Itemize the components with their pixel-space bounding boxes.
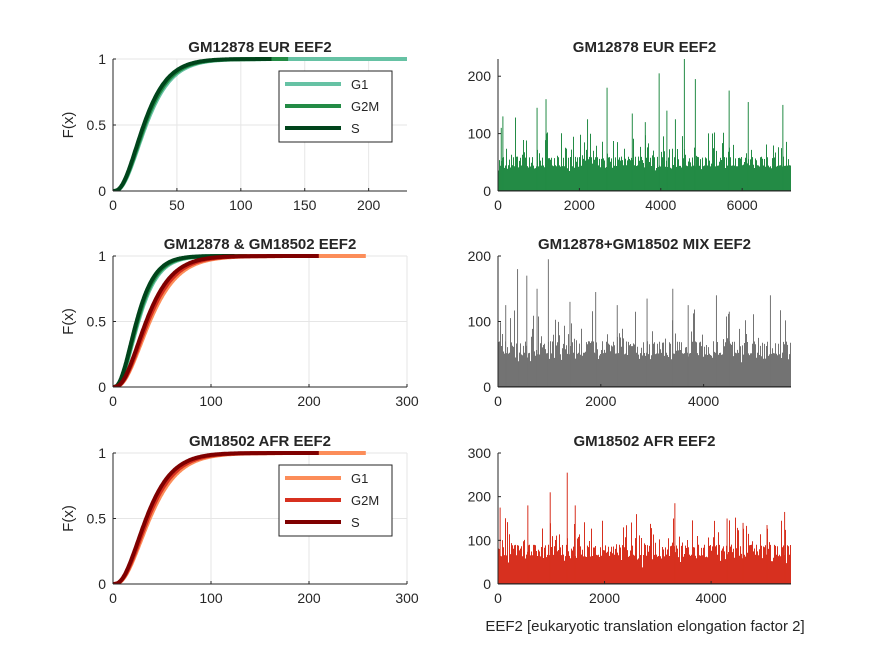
x-tick-label: 4000 [696, 590, 727, 606]
x-tick-label: 0 [494, 393, 502, 409]
bars-mix-axes: 0 2000 4000 0 100 200 GM12878+GM18502 MIX EEF2 [468, 236, 791, 409]
legend-label: G1 [351, 77, 368, 92]
x-tick-label: 0 [494, 590, 502, 606]
x-tick-label: 2000 [589, 590, 620, 606]
y-tick-label: 100 [468, 314, 492, 330]
chart-title: GM18502 AFR EEF2 [189, 433, 331, 450]
x-tick-label: 50 [169, 197, 185, 213]
y-tick-label: 0 [98, 379, 106, 395]
x-tick-label: 150 [293, 197, 317, 213]
bars-mix-marks [498, 259, 791, 387]
legend: G1 G2M S [278, 70, 393, 143]
cdf-eur-marks [113, 57, 408, 191]
legend-label: G1 [351, 471, 368, 486]
cdf-afr-marks [113, 451, 367, 584]
bars-afr-axes: 0 2000 4000 0 100 200 300 GM18502 AFR EEF2 [468, 433, 791, 606]
figure-xlabel: EEF2 [eukaryotic translation elongation … [485, 618, 804, 635]
x-tick-label: 0 [109, 197, 117, 213]
y-tick-label: 200 [468, 68, 492, 84]
x-tick-label: 300 [395, 393, 419, 409]
x-tick-label: 4000 [688, 393, 719, 409]
chart-title: GM12878 EUR EEF2 [573, 39, 716, 56]
y-tick-label: 100 [468, 532, 492, 548]
x-tick-label: 2000 [585, 393, 616, 409]
x-tick-label: 200 [357, 197, 381, 213]
legend-label: G2M [351, 493, 379, 508]
y-axis-label: F(x) [60, 112, 77, 139]
y-tick-label: 0 [98, 576, 106, 592]
y-tick-label: 200 [468, 489, 492, 505]
y-axis-label: F(x) [60, 505, 77, 532]
x-tick-label: 300 [395, 590, 419, 606]
x-tick-label: 200 [297, 590, 321, 606]
x-tick-label: 100 [199, 393, 223, 409]
x-tick-label: 2000 [564, 197, 595, 213]
legend-label: G2M [351, 99, 379, 114]
cdf-mix-marks [113, 254, 367, 387]
chart-title: GM12878 & GM18502 EEF2 [164, 236, 357, 253]
y-tick-label: 100 [468, 126, 492, 142]
x-tick-label: 0 [494, 197, 502, 213]
x-tick-label: 0 [109, 393, 117, 409]
x-tick-label: 0 [109, 590, 117, 606]
legend-label: S [351, 515, 360, 530]
y-axis-label: F(x) [60, 308, 77, 335]
x-tick-label: 4000 [645, 197, 676, 213]
bars-eur-marks [498, 59, 791, 191]
chart-title: GM12878 EUR EEF2 [188, 39, 331, 56]
cdf-mix-axes: 0 100 200 300 0 0.5 1 GM12878 & GM18502 EEF2 F(x… [60, 236, 419, 409]
cdf-line-s [113, 57, 273, 191]
x-tick-label: 100 [229, 197, 253, 213]
y-tick-label: 1 [98, 51, 106, 67]
chart-title: GM18502 AFR EEF2 [574, 433, 716, 450]
y-tick-label: 200 [468, 248, 492, 264]
x-tick-label: 100 [199, 590, 223, 606]
y-tick-label: 0 [483, 379, 491, 395]
x-tick-label: 6000 [727, 197, 758, 213]
chart-title: GM12878+GM18502 MIX EEF2 [538, 236, 751, 253]
y-tick-label: 1 [98, 248, 106, 264]
cdf-line-series [113, 254, 320, 387]
y-tick-label: 0 [483, 183, 491, 199]
y-tick-label: 300 [468, 445, 492, 461]
y-tick-label: 0.5 [87, 314, 107, 330]
cdf-afr-axes: 0 100 200 300 0 0.5 1 GM18502 AFR EEF2 F(x) G1 G2M… [60, 433, 419, 606]
cdf-line-s [113, 451, 320, 584]
y-tick-label: 1 [98, 445, 106, 461]
legend: G1 G2M S [278, 464, 393, 537]
y-tick-label: 0 [483, 576, 491, 592]
bars-eur-axes: 0 2000 4000 6000 0 100 200 GM12878 EUR EEF2 [468, 39, 791, 213]
y-tick-label: 0 [98, 183, 106, 199]
y-tick-label: 0.5 [87, 511, 107, 527]
x-tick-label: 200 [297, 393, 321, 409]
legend-label: S [351, 121, 360, 136]
y-tick-label: 0.5 [87, 117, 107, 133]
